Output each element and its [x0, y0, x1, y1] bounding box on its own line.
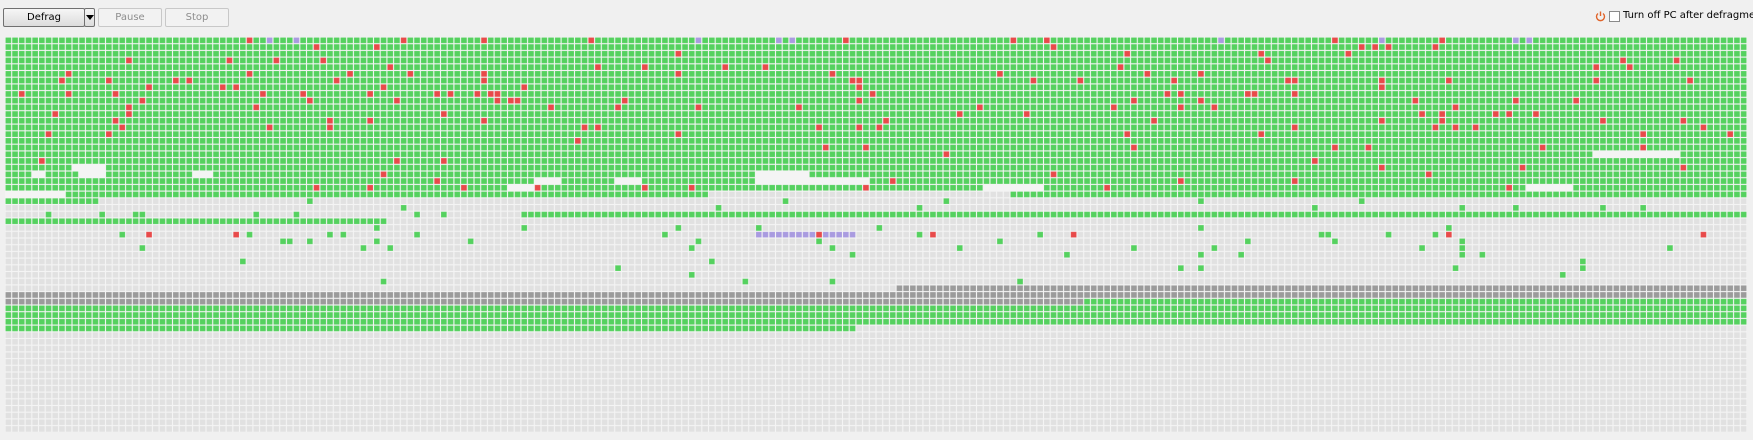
shutdown-label[interactable]: Turn off PC after defragmentation — [1623, 10, 1753, 21]
cluster-gridlines — [5, 37, 1747, 433]
power-icon — [1595, 11, 1606, 22]
shutdown-checkbox[interactable] — [1609, 11, 1620, 22]
defrag-dropdown[interactable] — [84, 8, 95, 27]
pause-button[interactable]: Pause — [98, 8, 162, 27]
stop-button[interactable]: Stop — [165, 8, 229, 27]
